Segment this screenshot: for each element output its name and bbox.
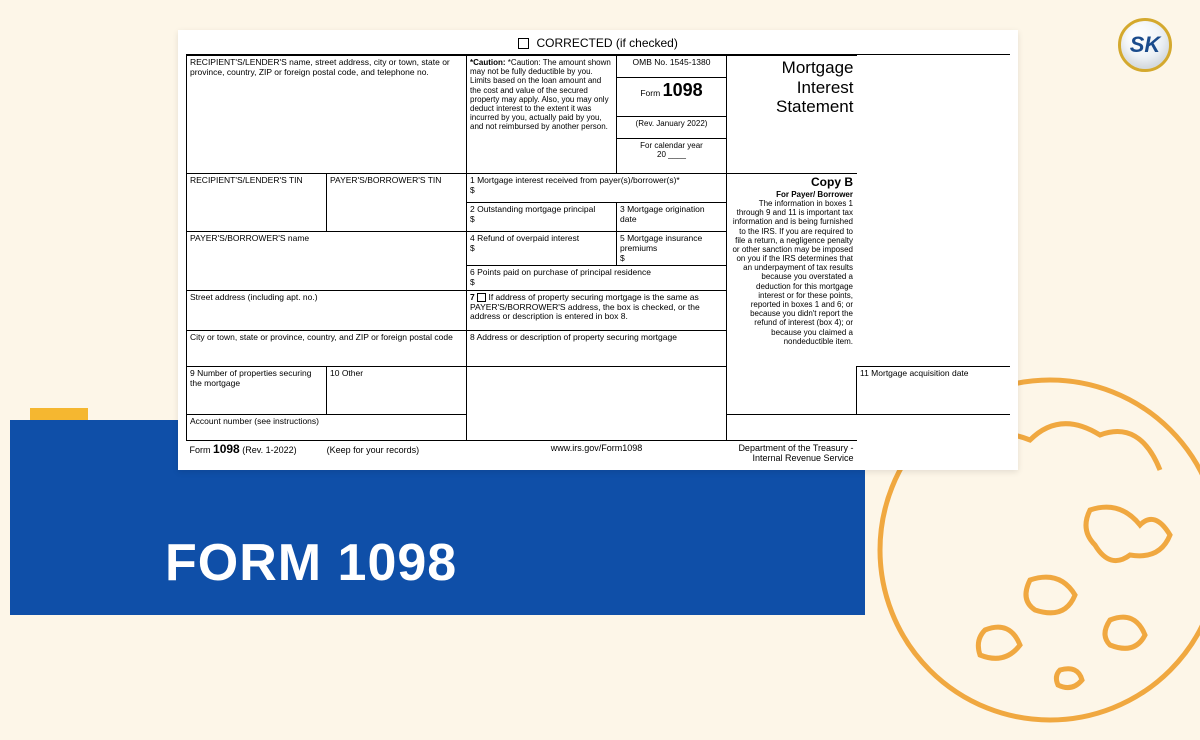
box10-cell: 10 Other (327, 366, 467, 414)
box11-cell: 11 Mortgage acquisition date (857, 366, 1011, 414)
payer-name-cell: PAYER'S/BORROWER'S name (187, 232, 467, 291)
corrected-checkbox[interactable] (518, 38, 529, 49)
account-no-cell: Account number (see instructions) (187, 414, 467, 440)
corrected-row: CORRECTED (if checked) (186, 34, 1010, 55)
box1-cell: 1 Mortgage interest received from payer(… (467, 174, 727, 203)
lender-cell: RECIPIENT'S/LENDER'S name, street addres… (187, 56, 467, 174)
banner-title: FORM 1098 (165, 533, 457, 593)
lender-tin-cell: RECIPIENT'S/LENDER'S TIN (187, 174, 327, 232)
box7-cell: 7 If address of property securing mortga… (467, 290, 727, 330)
corrected-label: CORRECTED (if checked) (536, 36, 677, 50)
footer-dept: Department of the Treasury - Internal Re… (727, 440, 857, 465)
payer-tin-cell: PAYER'S/BORROWER'S TIN (327, 174, 467, 232)
form-grid: RECIPIENT'S/LENDER'S name, street addres… (186, 55, 1010, 466)
street-addr-cell: Street address (including apt. no.) (187, 290, 467, 330)
box3-cell: 3 Mortgage origination date (617, 203, 727, 232)
box11b-cell (727, 414, 857, 440)
footer-url: www.irs.gov/Form1098 (467, 440, 727, 465)
box9-cell: 9 Number of properties securing the mort… (187, 366, 327, 414)
sk-logo: SK (1118, 18, 1172, 72)
box8-cell: 8 Address or description of property sec… (467, 330, 727, 366)
city-cell: City or town, state or province, country… (187, 330, 467, 366)
title-cell: Mortgage Interest Statement (727, 56, 857, 174)
empty2-cell (467, 414, 727, 440)
form-number-cell: Form 1098 (617, 78, 727, 117)
copy-b-cell: Copy B For Payer/ Borrower The informati… (727, 174, 857, 415)
rev-date-cell: (Rev. January 2022) (617, 117, 727, 138)
box5-cell: 5 Mortgage insurance premiums$ (617, 232, 727, 266)
box4-cell: 4 Refund of overpaid interest$ (467, 232, 617, 266)
caution-cell: *Caution: *Caution: The amount shown may… (467, 56, 617, 174)
omb-cell: OMB No. 1545-1380 (617, 56, 727, 78)
form-1098-sheet: CORRECTED (if checked) RECIPIENT'S/LENDE… (178, 30, 1018, 470)
footer-left: Form 1098 (Rev. 1-2022) (Keep for your r… (187, 440, 467, 465)
box2-cell: 2 Outstanding mortgage principal$ (467, 203, 617, 232)
calendar-year-cell: For calendar year 20 ____ (617, 138, 727, 173)
empty-cell (467, 366, 727, 414)
box6-cell: 6 Points paid on purchase of principal r… (467, 266, 727, 291)
